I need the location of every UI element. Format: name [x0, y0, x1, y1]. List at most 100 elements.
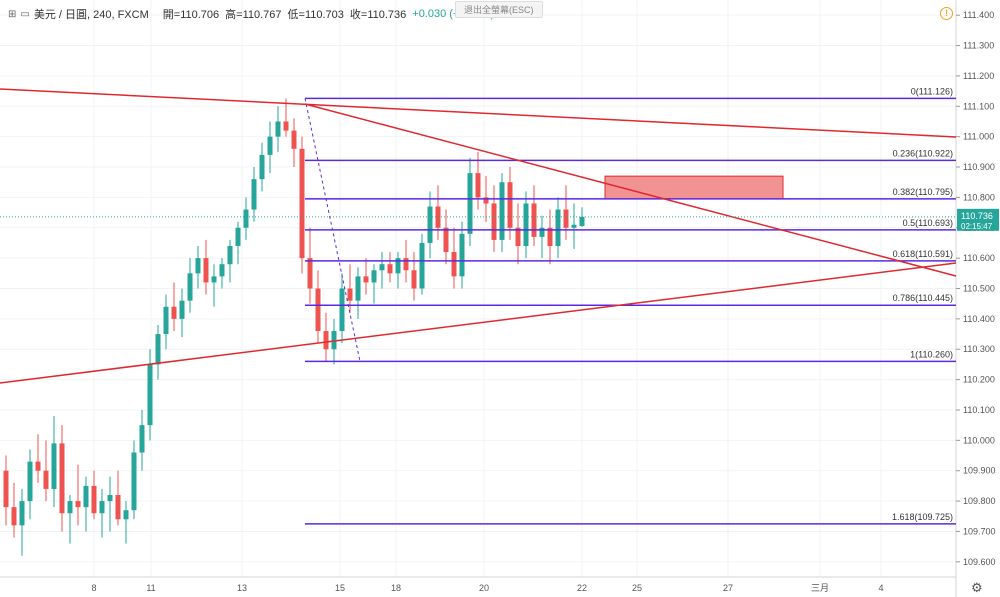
y-tick-label: 110.800: [963, 192, 995, 202]
warning-icon[interactable]: !: [940, 7, 953, 20]
candle-body: [571, 224, 577, 228]
candle-body: [67, 501, 73, 514]
candle-body: [579, 216, 585, 226]
candle-body: [275, 121, 281, 137]
x-tick-label: 20: [479, 583, 489, 593]
candle-body: [539, 227, 545, 237]
x-tick-label: 27: [723, 583, 733, 593]
candle-body: [3, 470, 9, 508]
fib-level-label: 0.618(110.591): [893, 249, 953, 259]
low-value: 低=110.703: [287, 9, 344, 21]
x-tick-label: 4: [878, 583, 883, 593]
candle-body: [299, 148, 305, 259]
fib-diagonal: [304, 98, 361, 362]
x-tick-label: 18: [391, 583, 401, 593]
candle-body: [355, 276, 361, 301]
y-tick-label: 110.000: [963, 435, 995, 445]
candle-body: [387, 264, 393, 274]
chart-type-icon[interactable]: ▭: [20, 8, 30, 20]
fib-level-label: 0.786(110.445): [893, 293, 953, 303]
candle-body: [27, 461, 33, 502]
candle-body: [371, 270, 377, 283]
fib-level-label: 0.236(110.922): [893, 148, 953, 158]
candle-body: [379, 264, 385, 271]
candle-body: [339, 288, 345, 332]
x-tick-label: 22: [577, 583, 587, 593]
candle-body: [147, 364, 153, 426]
x-tick-label: 13: [237, 583, 247, 593]
candle-body: [83, 485, 89, 508]
candle-body: [251, 179, 257, 210]
candle-body: [203, 258, 209, 283]
candle-body: [475, 173, 481, 198]
x-tick-label: 11: [146, 583, 155, 593]
candle-body: [91, 485, 97, 514]
candle-body: [499, 182, 505, 240]
candle-body: [547, 227, 553, 246]
y-tick-label: 111.300: [963, 41, 994, 51]
candle-body: [331, 331, 337, 350]
y-tick-label: 110.500: [963, 284, 995, 294]
y-tick-label: 109.700: [963, 526, 996, 536]
candle-body: [43, 470, 49, 489]
candle-body: [451, 252, 457, 277]
candle-body: [491, 203, 497, 240]
settings-gear-icon[interactable]: ⚙: [971, 580, 983, 595]
candle-body: [155, 334, 161, 365]
candle-body: [235, 227, 241, 246]
fib-level-label: 1.618(109.725): [892, 512, 953, 522]
candle-body: [307, 258, 313, 289]
fib-level-label: 0.382(110.795): [893, 187, 953, 197]
fullscreen-icon[interactable]: ⊞: [8, 8, 17, 20]
y-tick-label: 111.200: [963, 71, 994, 81]
fib-level-label: 1(110.260): [910, 349, 953, 359]
y-tick-label: 111.400: [963, 10, 994, 20]
candle-body: [163, 306, 169, 335]
y-tick-label: 111.000: [963, 132, 994, 142]
candle-body: [243, 209, 249, 228]
y-tick-label: 110.100: [963, 405, 995, 415]
candle-body: [347, 288, 353, 301]
last-price-label: 110.736: [961, 211, 993, 221]
candle-body: [507, 182, 513, 228]
candle-body: [363, 276, 369, 283]
y-tick-label: 110.900: [963, 162, 995, 172]
trendline-rising: [0, 262, 957, 384]
candle-body: [59, 443, 65, 514]
symbol-label[interactable]: 美元 / 日圓, 240, FXCM: [33, 9, 149, 21]
x-tick-label: 三月: [811, 583, 829, 593]
candle-body: [115, 495, 121, 520]
y-tick-label: 110.400: [963, 314, 995, 324]
y-tick-label: 110.600: [963, 253, 995, 263]
x-tick-label: 25: [632, 583, 642, 593]
y-tick-label: 110.300: [963, 344, 995, 354]
trendline-descending: [304, 103, 957, 277]
y-tick-label: 110.200: [963, 375, 995, 385]
fib-level-label: 0.5(110.693): [903, 218, 953, 228]
candle-body: [227, 245, 233, 265]
candle-body: [107, 495, 113, 502]
candle-body: [195, 258, 201, 274]
candle-body: [179, 300, 185, 319]
x-tick-label: 8: [91, 583, 96, 593]
x-tick-label: 15: [335, 583, 345, 593]
candle-body: [459, 233, 465, 277]
candle-body: [171, 306, 177, 319]
candle-body: [219, 264, 225, 277]
candle-body: [427, 206, 433, 243]
candle-body: [291, 130, 297, 149]
candle-body: [11, 507, 17, 526]
exit-fullscreen-hint[interactable]: 退出全螢幕(ESC): [455, 1, 543, 18]
chart-header: ⊞ ▭ 美元 / 日圓, 240, FXCM 開=110.706 高=110.7…: [8, 6, 494, 22]
candle-body: [403, 258, 409, 271]
trendline-upper: [0, 88, 957, 138]
candle-body: [395, 258, 401, 274]
y-tick-label: 109.800: [963, 496, 996, 506]
candle-body: [283, 121, 289, 131]
open-value: 開=110.706: [162, 9, 220, 21]
candle-body: [515, 227, 521, 246]
close-value: 收=110.736: [349, 9, 407, 21]
countdown-label: 02:15:47: [961, 222, 993, 231]
candle-body: [75, 501, 81, 508]
